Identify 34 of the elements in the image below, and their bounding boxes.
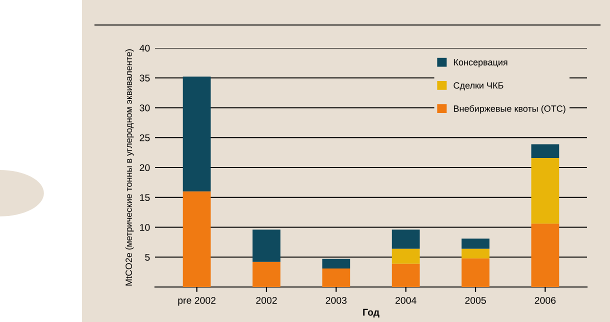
y-tick-label: 30 (140, 104, 150, 112)
y-tick-label: 5 (145, 254, 150, 261)
x-tick-label: 2005 (465, 296, 486, 304)
bar (182, 76, 211, 192)
x-tick-label: 2003 (326, 296, 347, 304)
bar (252, 262, 280, 287)
bar (392, 230, 420, 249)
y-tick-label: 15 (140, 194, 150, 201)
bar (322, 258, 350, 268)
x-tick-label: 2002 (256, 296, 277, 304)
bar (392, 264, 420, 287)
bar (182, 191, 211, 287)
bar (531, 144, 560, 158)
x-tick-label: 2004 (396, 296, 416, 304)
legend-label: Консервация (454, 59, 508, 68)
bar (462, 248, 490, 258)
bar (252, 230, 280, 262)
bar (322, 268, 350, 287)
x-axis-title: Год (363, 308, 380, 318)
bar (531, 224, 560, 287)
bar (531, 158, 560, 224)
y-axis-title: MtCO2e (метрические тонны в углеродном эквиваленте) (125, 49, 134, 286)
x-tick-label: 2006 (534, 296, 556, 304)
bar (462, 258, 490, 287)
y-tick-label: 25 (140, 134, 150, 142)
legend-label: Внебиржевые квоты (ОТС) (454, 105, 566, 114)
y-tick-label: 10 (140, 224, 150, 231)
x-tick-label: pre 2002 (178, 296, 216, 306)
bar (392, 248, 420, 264)
legend-label: Сделки ЧКБ (454, 82, 504, 90)
bar (462, 238, 490, 249)
y-tick-label: 20 (140, 164, 150, 172)
y-tick-label: 40 (140, 44, 150, 52)
y-tick-label: 35 (140, 74, 150, 82)
